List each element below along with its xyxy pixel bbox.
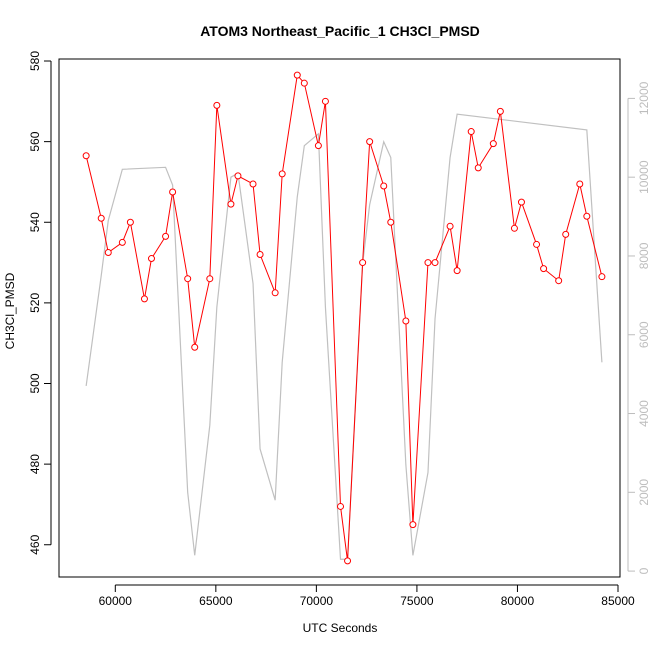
y-tick-label: 540 xyxy=(28,212,42,232)
data-point xyxy=(453,267,461,275)
y-tick-label: 500 xyxy=(28,373,42,393)
data-point xyxy=(293,71,301,79)
data-point xyxy=(517,198,525,206)
x-tick-label: 85000 xyxy=(601,594,635,608)
data-point xyxy=(213,101,221,109)
data-point xyxy=(583,212,591,220)
y-axis-right: 0 2000 4000 6000 8000 10000 12000 xyxy=(627,81,650,574)
data-point xyxy=(140,295,148,303)
data-point xyxy=(540,265,548,273)
data-point xyxy=(344,557,352,565)
plot-frame xyxy=(58,58,621,578)
data-point xyxy=(234,172,242,180)
data-point xyxy=(366,138,374,146)
data-point xyxy=(118,238,126,246)
x-tick-label: 70000 xyxy=(300,594,334,608)
data-point xyxy=(191,343,199,351)
y-axis-label: CH3Cl_PMSD xyxy=(3,272,17,349)
y2-tick-label: 12000 xyxy=(637,81,650,115)
data-point xyxy=(256,251,264,259)
y-tick-label: 520 xyxy=(28,293,42,313)
x-tick-label: 75000 xyxy=(400,594,434,608)
data-point xyxy=(104,248,112,256)
data-point xyxy=(424,259,432,267)
y2-tick-label: 0 xyxy=(637,567,650,574)
data-point xyxy=(380,182,388,190)
data-point xyxy=(300,79,308,87)
data-point xyxy=(278,170,286,178)
y-axis-left: 460 480 500 520 540 560 580 xyxy=(28,51,52,555)
x-axis: 60000 65000 70000 75000 80000 85000 xyxy=(99,584,635,608)
data-point xyxy=(533,240,541,248)
x-axis-label: UTC Seconds xyxy=(303,621,378,635)
data-point xyxy=(510,224,518,232)
y-tick-label: 460 xyxy=(28,534,42,554)
series-gray-line xyxy=(85,113,603,560)
data-point xyxy=(387,218,395,226)
data-point xyxy=(496,107,504,115)
data-point xyxy=(169,188,177,196)
y2-tick-label: 2000 xyxy=(637,479,650,506)
data-point xyxy=(402,317,410,325)
data-point xyxy=(337,502,345,510)
x-tick-label: 65000 xyxy=(199,594,233,608)
y-tick-label: 480 xyxy=(28,454,42,474)
y-tick-label: 560 xyxy=(28,131,42,151)
y2-tick-label: 6000 xyxy=(637,321,650,348)
data-point xyxy=(206,275,214,283)
series-red-line xyxy=(85,73,603,561)
data-point xyxy=(184,275,192,283)
data-point xyxy=(162,232,170,240)
data-point xyxy=(431,259,439,267)
series-gray xyxy=(85,113,603,560)
data-point xyxy=(82,152,90,160)
data-point xyxy=(474,164,482,172)
data-point xyxy=(446,222,454,230)
data-point xyxy=(314,142,322,150)
data-point xyxy=(562,230,570,238)
chart-title: ATOM3 Northeast_Pacific_1 CH3Cl_PMSD xyxy=(200,23,480,39)
data-point xyxy=(271,289,279,297)
y2-tick-label: 8000 xyxy=(637,242,650,269)
data-point xyxy=(249,180,257,188)
data-point xyxy=(126,218,134,226)
data-point xyxy=(227,200,235,208)
data-point xyxy=(598,273,606,281)
data-point xyxy=(321,97,329,105)
y2-tick-label: 10000 xyxy=(637,160,650,194)
data-point xyxy=(359,259,367,267)
series-red xyxy=(82,71,606,565)
data-point xyxy=(467,128,475,136)
y-tick-label: 580 xyxy=(28,51,42,71)
y2-tick-label: 4000 xyxy=(637,400,650,427)
x-tick-label: 60000 xyxy=(99,594,133,608)
data-point xyxy=(147,255,155,263)
data-point xyxy=(97,214,105,222)
data-point xyxy=(489,140,497,148)
x-tick-label: 80000 xyxy=(501,594,535,608)
data-point xyxy=(409,521,417,529)
data-point xyxy=(555,277,563,285)
data-point xyxy=(576,180,584,188)
